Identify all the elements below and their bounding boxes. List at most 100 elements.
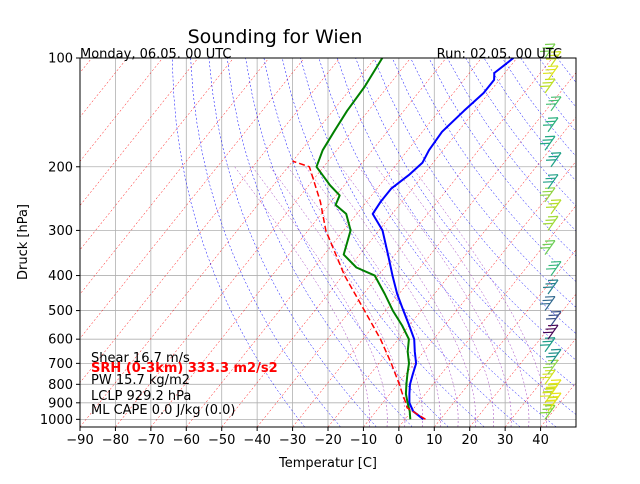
isotherm-line (186, 58, 482, 427)
x-tick-label: −60 (173, 433, 200, 448)
moist-adiabat-line (393, 166, 530, 427)
isotherm-line (80, 58, 270, 295)
annotation-lclp: LCLP 929.2 hPa (91, 389, 191, 404)
x-axis-label: Temperatur [C] (278, 456, 377, 471)
x-tick-label: −80 (102, 433, 129, 448)
wind-barb (545, 392, 562, 408)
isotherm-line (80, 58, 305, 339)
y-tick-label: 1000 (40, 413, 73, 428)
isotherm-line (80, 58, 163, 162)
y-tick-label: 100 (48, 52, 73, 67)
isotherm-line (363, 160, 576, 427)
annotation-ml-cape: ML CAPE 0.0 J/kg (0.0) (91, 403, 236, 418)
moist-adiabat-line (340, 166, 477, 427)
wind-barb (539, 135, 556, 151)
wind-barb (539, 187, 556, 203)
y-tick-label: 900 (48, 396, 73, 411)
x-tick-label: 0 (395, 433, 403, 448)
x-tick-label: −40 (243, 433, 270, 448)
moist-adiabat-line (376, 166, 512, 427)
x-tick-label: −50 (208, 433, 235, 448)
x-tick-label: −10 (350, 433, 377, 448)
wind-barb (539, 78, 556, 94)
wind-barb (539, 239, 556, 255)
y-tick-label: 700 (48, 357, 73, 372)
wind-barb (542, 174, 559, 190)
wind-barb (542, 117, 559, 133)
x-tick-label: 20 (461, 433, 478, 448)
isotherm-line (398, 205, 576, 427)
isotherm-line (80, 58, 376, 427)
wind-barb-layer (539, 43, 562, 420)
temperature-profile-line (371, 58, 515, 421)
wind-barb (539, 295, 556, 311)
isotherm-line (150, 58, 447, 427)
wind-barb (545, 348, 562, 364)
grid-layer (80, 58, 576, 427)
dry-adiabat-line (190, 58, 341, 427)
dry-adiabat-line (318, 58, 576, 415)
y-tick-label: 300 (48, 224, 73, 239)
wind-barb (545, 310, 562, 326)
isotherm-line (115, 58, 411, 427)
y-tick-label: 600 (48, 333, 73, 348)
y-axis-label: Druck [hPa] (16, 204, 31, 280)
dry-adiabat-line (300, 58, 557, 427)
isotherm-layer (80, 58, 576, 427)
moist-adiabat-line (411, 166, 547, 427)
wind-barb (545, 51, 562, 67)
wind-barb (545, 199, 562, 215)
isotherm-line (256, 58, 553, 427)
wind-barb (539, 43, 556, 59)
wind-barb (539, 337, 556, 353)
x-tick-label: −70 (137, 433, 164, 448)
wind-barb (542, 215, 559, 231)
dry-adiabat-line (373, 58, 576, 334)
isotherm-line (292, 72, 576, 427)
y-tick-label: 500 (48, 304, 73, 319)
annotation-pw: PW 15.7 kg/m2 (91, 373, 190, 388)
isotherm-line (327, 116, 576, 427)
moist-adiabat-line (305, 166, 441, 427)
annotation-shear: Shear 16.7 m/s (91, 351, 190, 366)
y-tick-label: 200 (48, 160, 73, 175)
run-time-label: Run: 02.05. 00 UTC (437, 47, 562, 62)
y-tick-label: 400 (48, 269, 73, 284)
moist-adiabat-line (322, 166, 459, 427)
x-tick-label: −90 (66, 433, 93, 448)
chart-title: Sounding for Wien (188, 26, 363, 48)
moist-adiabat-line (287, 166, 423, 427)
series-layer (292, 58, 515, 421)
wind-barb (545, 260, 562, 276)
x-axis: −90 −80 −70 −60 −50 −40 −30 −20 −10 0 10 20 30 40 (66, 427, 549, 448)
moist-adiabat-line (252, 166, 388, 427)
wind-barb (545, 152, 562, 168)
isotherm-line (80, 58, 199, 206)
moist-adiabat-line (234, 166, 370, 427)
x-tick-label: 10 (426, 433, 443, 448)
moist-adiabat-line (358, 166, 494, 427)
isotherm-line (80, 58, 234, 251)
wind-barb (542, 65, 559, 81)
dry-adiabat-line (208, 58, 377, 427)
y-axis: 100 200 300 400 500 600 700 800 900 1000 (40, 52, 80, 428)
dry-adiabat-line (245, 58, 449, 427)
x-tick-label: −30 (279, 433, 306, 448)
wind-barb (539, 404, 556, 420)
dry-adiabat-line (428, 58, 576, 257)
moist-adiabat-line (269, 166, 406, 427)
wind-barb (545, 379, 562, 395)
wind-barb (545, 96, 562, 112)
y-tick-label: 800 (48, 378, 73, 393)
dry-adiabat-line (171, 58, 305, 427)
dry-adiabat-line (337, 58, 576, 388)
isotherm-line (221, 58, 518, 427)
isotherm-line (80, 58, 340, 384)
parcel-path-line (292, 160, 426, 420)
valid-time-label: Monday, 06.05. 00 UTC (80, 47, 232, 62)
stats-annotations: Shear 16.7 m/s SRH (0-3km) 333.3 m2/s2 P… (91, 351, 278, 418)
wind-barb (542, 279, 559, 295)
